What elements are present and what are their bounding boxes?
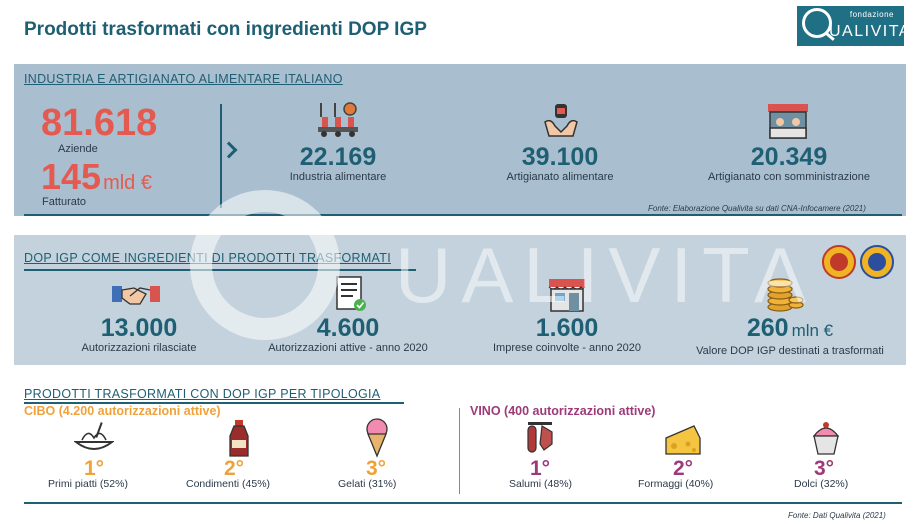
ice-cream-icon <box>366 418 388 458</box>
condiment-bottle-icon <box>229 420 249 457</box>
stat-imprese: 1.600 Imprese coinvolte - anno 2020 <box>474 315 660 354</box>
section1-source: Fonte: Elaborazione Qualivita su dati CN… <box>648 204 866 213</box>
stat-autorizzazioni-attive: 4.600 Autorizzazioni attive - anno 2020 <box>252 315 444 354</box>
rank-label: Dolci (32%) <box>794 478 849 490</box>
handshake-icon <box>112 286 160 305</box>
section-dop-igp: DOP IGP COME INGREDIENTI DI PRODOTTI TRA… <box>14 235 906 365</box>
stat-unit: mln € <box>791 321 834 340</box>
factory-icon <box>318 102 358 137</box>
section3-source: Fonte: Dati Qualivita (2021) <box>788 511 886 520</box>
stat-number: 4.600 <box>316 314 380 342</box>
stat-label: Valore DOP IGP destinati a trasformati <box>696 345 884 357</box>
qualivita-logo: fondazione UALIVITA <box>797 6 909 46</box>
stat-value: 1.600 <box>474 315 660 341</box>
section-divider <box>24 214 902 216</box>
stat-label: Artigianato alimentare <box>506 171 614 183</box>
stat-value: 4.600 <box>252 315 444 341</box>
stat-label: Artigianato con somministrazione <box>707 171 871 183</box>
stat-label: Autorizzazioni attive - anno 2020 <box>268 342 428 354</box>
dop-seal-icon <box>822 245 856 279</box>
artisan-hands-icon <box>544 104 578 137</box>
logo-foundation-label: fondazione <box>849 10 894 19</box>
rank-label: Salumi (48%) <box>509 478 573 490</box>
cheese-icon <box>665 425 701 455</box>
rank-label: Primi piatti (52%) <box>48 478 128 490</box>
stat-label: Imprese coinvolte - anno 2020 <box>493 342 641 354</box>
logo-q-mark <box>802 8 832 38</box>
stat-label: Industria alimentare <box>289 171 387 183</box>
aziende-value: 81.618 <box>41 102 158 144</box>
section-tipologia: PRODOTTI TRASFORMATI CON DOP IGP PER TIP… <box>14 382 906 506</box>
rank: 3° <box>365 457 387 480</box>
store-icon <box>548 279 586 312</box>
rank-label: Formaggi (40%) <box>638 478 714 490</box>
section-tipologia-title: PRODOTTI TRASFORMATI CON DOP IGP PER TIP… <box>24 387 381 401</box>
stat-number: 260 <box>746 314 789 342</box>
category-divider <box>459 408 460 494</box>
shop-counter-icon <box>768 104 808 139</box>
stat-value: 22.169 <box>299 143 377 171</box>
rank: 2° <box>223 457 245 480</box>
cupcake-icon <box>812 422 840 455</box>
stat-value: 20.349 <box>750 143 828 171</box>
logo-name: UALIVITA <box>829 23 911 40</box>
page-title: Prodotti trasformati con ingredienti DOP… <box>24 19 427 40</box>
stat-autorizzazioni-rilasciate: 13.000 Autorizzazioni rilasciate <box>54 315 224 354</box>
section-underline <box>24 402 404 404</box>
fatturato-number: 145 <box>41 156 102 197</box>
certificate-icon <box>336 276 366 311</box>
rank: 3° <box>813 457 835 480</box>
stat-industria: 22.169 Industria alimentare <box>250 144 426 183</box>
stat-value: 39.100 <box>521 143 599 171</box>
section-underline <box>24 269 416 271</box>
fatturato-value: 145 mld € <box>41 156 152 198</box>
vino-heading: VINO (400 autorizzazioni attive) <box>470 404 656 418</box>
coins-icon <box>767 278 804 312</box>
stat-label: Autorizzazioni rilasciate <box>81 342 197 354</box>
fatturato-label: Fatturato <box>42 196 87 208</box>
cibo-heading: CIBO (4.200 autorizzazioni attive) <box>24 404 221 418</box>
aziende-label: Aziende <box>58 143 98 155</box>
stat-artigianato: 39.100 Artigianato alimentare <box>484 144 636 183</box>
section-industria: INDUSTRIA E ARTIGIANATO ALIMENTARE ITALI… <box>14 64 906 216</box>
rank: 1° <box>529 457 551 480</box>
fatturato-unit: mld € <box>103 172 152 194</box>
rank-label: Gelati (31%) <box>338 478 397 490</box>
rank-label: Condimenti (45%) <box>186 478 271 490</box>
igp-seal-icon <box>860 245 894 279</box>
stat-valore: 260 mln € Valore DOP IGP destinati a tras… <box>676 315 904 357</box>
salami-icon <box>527 422 553 453</box>
chevron-right-icon <box>220 141 238 159</box>
rank: 2° <box>672 457 694 480</box>
rank: 1° <box>83 457 105 480</box>
stat-number: 1.600 <box>535 314 599 342</box>
section-divider <box>24 502 902 504</box>
section-industria-title: INDUSTRIA E ARTIGIANATO ALIMENTARE ITALI… <box>24 72 343 86</box>
vertical-separator <box>220 104 222 208</box>
section-dop-title: DOP IGP COME INGREDIENTI DI PRODOTTI TRA… <box>24 251 391 265</box>
stat-number: 13.000 <box>100 314 178 342</box>
stat-value: 260 mln € <box>676 315 904 344</box>
pasta-icon <box>74 422 114 450</box>
stat-value: 13.000 <box>54 315 224 341</box>
stat-somministrazione: 20.349 Artigianato con somministrazione <box>676 144 902 183</box>
